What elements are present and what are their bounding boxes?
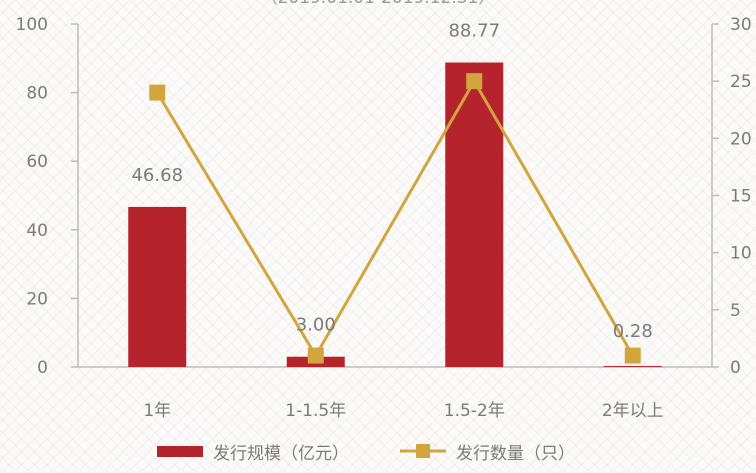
line-point bbox=[149, 84, 166, 101]
y-tick-label-right: 20 bbox=[730, 129, 752, 149]
line-point bbox=[624, 347, 641, 364]
bar-value-label: 3.00 bbox=[296, 315, 336, 336]
y-tick-label-right: 15 bbox=[730, 187, 752, 207]
bar-series bbox=[128, 62, 662, 368]
bar-value-label: 88.77 bbox=[448, 21, 500, 42]
bar-value-label: 46.68 bbox=[131, 165, 183, 186]
y-tick-label-left: 80 bbox=[26, 84, 48, 104]
line-point bbox=[307, 347, 324, 364]
x-tick-label: 1.5-2年 bbox=[444, 401, 505, 421]
bar bbox=[128, 206, 187, 367]
x-tick-label: 2年以上 bbox=[602, 401, 664, 421]
line-point bbox=[466, 73, 483, 90]
y-tick-label-left: 100 bbox=[16, 15, 48, 35]
y-tick-label-left: 0 bbox=[37, 358, 48, 378]
bar bbox=[445, 62, 504, 368]
bar-value-label: 0.28 bbox=[613, 321, 653, 342]
line-series bbox=[149, 73, 641, 364]
legend-label-bar: 发行规模（亿元） bbox=[213, 444, 349, 464]
data-labels: 46.68 3.00 88.77 0.28 bbox=[131, 21, 652, 342]
legend-label-line: 发行数量（只） bbox=[456, 444, 575, 464]
y-tick-label-right: 30 bbox=[730, 15, 752, 35]
legend-swatch-marker bbox=[416, 444, 430, 458]
bar bbox=[603, 366, 662, 367]
y-tick-label-left: 40 bbox=[26, 221, 48, 241]
legend: 发行规模（亿元） 发行数量（只） bbox=[157, 444, 575, 464]
x-tick-label: 1年 bbox=[143, 401, 171, 421]
y-tick-label-left: 60 bbox=[26, 152, 48, 172]
legend-swatch-bar bbox=[157, 446, 203, 457]
y-tick-label-left: 20 bbox=[26, 289, 48, 309]
y-tick-label-right: 25 bbox=[730, 72, 752, 92]
axes: 0 20 40 60 80 100 0 5 10 15 20 25 30 1年 1-1.5年 1.5-2年 2年… bbox=[16, 15, 752, 421]
y-tick-label-right: 10 bbox=[730, 244, 752, 264]
y-tick-label-right: 0 bbox=[730, 358, 741, 378]
y-tick-label-right: 5 bbox=[730, 301, 741, 321]
line-path bbox=[155, 78, 635, 359]
chart-title: （2019.01.01-2019.12.31） bbox=[261, 0, 496, 8]
x-tick-label: 1-1.5年 bbox=[285, 401, 346, 421]
